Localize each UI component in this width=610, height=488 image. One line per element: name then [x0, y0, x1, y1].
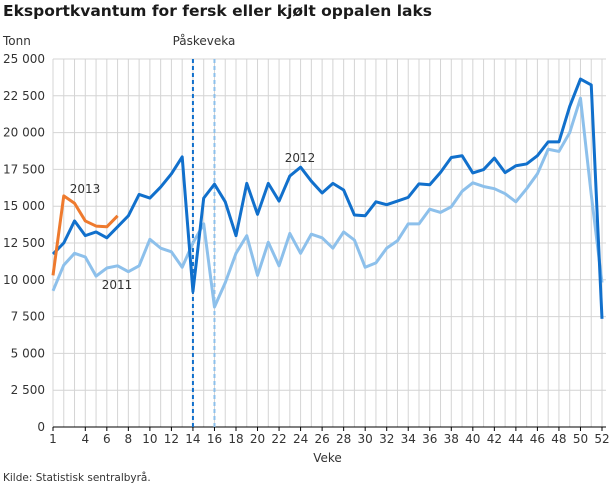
x-tick-label: 4 — [81, 432, 89, 446]
x-tick-label: 22 — [271, 432, 286, 446]
x-tick-label: 8 — [125, 432, 133, 446]
x-tick-label: 26 — [314, 432, 329, 446]
x-tick-label: 38 — [444, 432, 459, 446]
source-note: Kilde: Statistisk sentralbyrå. — [3, 472, 151, 484]
series-label-2011: 2011 — [102, 278, 133, 292]
x-tick-label: 12 — [164, 432, 179, 446]
y-tick-label: 17 500 — [3, 162, 45, 176]
x-tick-label: 20 — [250, 432, 265, 446]
x-tick-label: 50 — [573, 432, 588, 446]
y-tick-label: 7 500 — [11, 310, 45, 324]
y-tick-label: 5 000 — [11, 346, 45, 360]
easter-annotation: Påskeveka — [173, 34, 236, 48]
y-tick-label: 12 500 — [3, 236, 45, 250]
x-tick-label: 46 — [530, 432, 545, 446]
y-tick-label: 0 — [37, 420, 45, 434]
y-axis-label: Tonn — [2, 34, 31, 48]
series-line-2012 — [51, 77, 604, 319]
series-line-2013 — [51, 194, 119, 276]
y-tick-label: 2 500 — [11, 383, 45, 397]
x-tick-label: 16 — [207, 432, 222, 446]
series-line-2011 — [51, 96, 604, 309]
chart-title: Eksportkvantum for fersk eller kjølt opp… — [3, 2, 433, 20]
x-tick-label: 10 — [142, 432, 157, 446]
x-tick-label: 1 — [49, 432, 57, 446]
x-tick-label: 24 — [293, 432, 308, 446]
y-tick-label: 22 500 — [3, 89, 45, 103]
x-tick-label: 18 — [228, 432, 243, 446]
x-axis-label: Veke — [313, 451, 342, 465]
series-label-2012: 2012 — [285, 151, 316, 165]
x-tick-label: 6 — [103, 432, 111, 446]
x-tick-label: 34 — [401, 432, 416, 446]
y-tick-label: 15 000 — [3, 199, 45, 213]
y-tick-label: 25 000 — [3, 52, 45, 66]
x-tick-label: 32 — [379, 432, 394, 446]
x-tick-label: 28 — [336, 432, 351, 446]
y-tick-label: 20 000 — [3, 126, 45, 140]
x-tick-label: 30 — [358, 432, 373, 446]
x-tick-label: 44 — [508, 432, 523, 446]
x-tick-label: 48 — [551, 432, 566, 446]
x-tick-label: 40 — [465, 432, 480, 446]
series-label-2013: 2013 — [70, 182, 101, 196]
x-tick-label: 52 — [594, 432, 609, 446]
x-tick-label: 42 — [487, 432, 502, 446]
x-tick-label: 36 — [422, 432, 437, 446]
y-tick-label: 10 000 — [3, 273, 45, 287]
x-tick-label: 14 — [185, 432, 200, 446]
